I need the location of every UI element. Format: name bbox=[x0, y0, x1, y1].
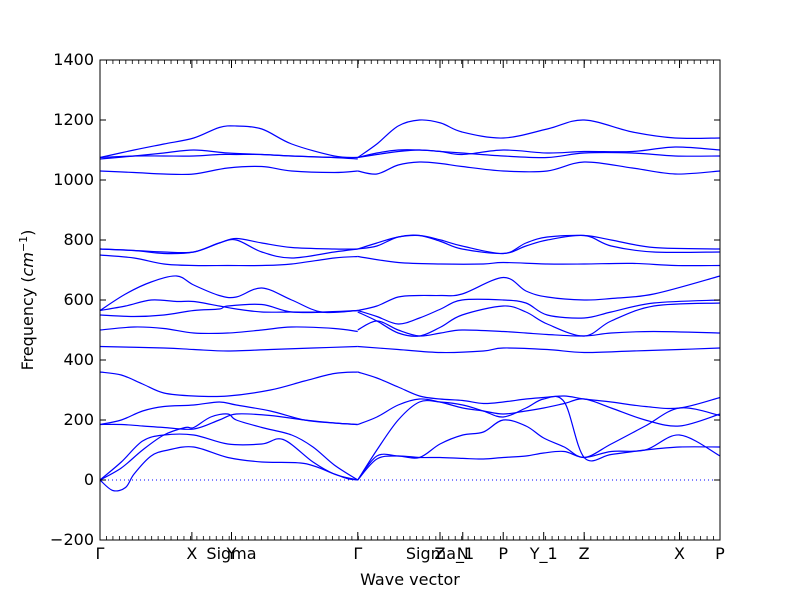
x-tick-label-4-1: Sigma_1 bbox=[406, 544, 474, 564]
phonon-band-35 bbox=[357, 119, 721, 158]
phonon-band-26 bbox=[357, 302, 721, 337]
phonon-band-10 bbox=[99, 299, 358, 313]
phonon-band-33 bbox=[357, 146, 721, 159]
phonon-band-22 bbox=[357, 398, 721, 427]
phonon-band-8 bbox=[99, 326, 358, 335]
bands-layer bbox=[99, 119, 721, 492]
phonon-band-15 bbox=[99, 165, 358, 176]
phonon-band-18 bbox=[99, 125, 358, 159]
ticks-layer bbox=[99, 59, 721, 541]
phonon-band-28 bbox=[357, 275, 721, 312]
phonon-band-11 bbox=[99, 275, 358, 314]
y-tick-label-1: 0 bbox=[84, 470, 94, 489]
y-tick-label-6: 1000 bbox=[53, 170, 94, 189]
phonon-band-7 bbox=[99, 345, 358, 352]
y-tick-label-8: 1400 bbox=[53, 50, 94, 69]
phonon-band-32 bbox=[357, 161, 721, 175]
y-tick-label-0: −200 bbox=[50, 530, 94, 549]
x-tick-label-10: P bbox=[715, 544, 725, 563]
phonon-band-3 bbox=[99, 413, 359, 481]
x-tick-label-6: P bbox=[498, 544, 508, 563]
phonon-band-2 bbox=[99, 433, 358, 481]
x-tick-label-5: N bbox=[457, 544, 469, 563]
y-tick-label-7: 1200 bbox=[53, 110, 94, 129]
phonon-band-27 bbox=[357, 298, 721, 325]
phonon-band-21 bbox=[357, 407, 721, 481]
phonon-band-19 bbox=[357, 434, 721, 481]
phonon-band-5 bbox=[99, 401, 358, 426]
y-axis-label-text: Frequency ( bbox=[18, 276, 37, 370]
y-tick-label-4: 600 bbox=[63, 290, 94, 309]
y-tick-labels: −200 0 200 400 600 800 1000 1200 1400 bbox=[50, 50, 94, 549]
phonon-band-25 bbox=[357, 320, 721, 337]
y-axis-label-exponent: −1 bbox=[17, 236, 30, 252]
x-tick-label-8: Z bbox=[579, 544, 590, 563]
x-tick-label-7: Y_1 bbox=[529, 544, 558, 564]
phonon-band-23 bbox=[357, 371, 721, 410]
phonon-band-14 bbox=[99, 237, 358, 254]
phonon-band-12 bbox=[99, 254, 358, 267]
y-tick-label-3: 400 bbox=[63, 350, 94, 369]
phonon-band-24 bbox=[357, 345, 721, 354]
y-tick-label-2: 200 bbox=[63, 410, 94, 429]
x-tick-label-0: Γ bbox=[96, 544, 105, 563]
phonon-band-29 bbox=[357, 255, 721, 267]
x-tick-label-9: X bbox=[674, 544, 685, 563]
phonon-band-6 bbox=[99, 371, 358, 398]
y-axis-label-unit: cm bbox=[18, 252, 37, 276]
y-tick-label-5: 800 bbox=[63, 230, 94, 249]
x-tick-label-2-1: Sigma bbox=[206, 544, 256, 563]
y-axis-label: Frequency (cm−1) bbox=[17, 230, 37, 371]
phonon-band-34 bbox=[357, 149, 721, 159]
x-tick-label-3: Γ bbox=[353, 544, 362, 563]
x-tick-label-4-0: Z bbox=[435, 544, 446, 563]
x-tick-label-2-0: Y bbox=[226, 544, 237, 563]
y-axis-label-close: ) bbox=[18, 230, 37, 236]
x-tick-label-1: X bbox=[186, 544, 197, 563]
phonon-band-31 bbox=[357, 234, 721, 255]
x-axis-label: Wave vector bbox=[360, 570, 460, 589]
phonon-band-17 bbox=[99, 153, 358, 159]
